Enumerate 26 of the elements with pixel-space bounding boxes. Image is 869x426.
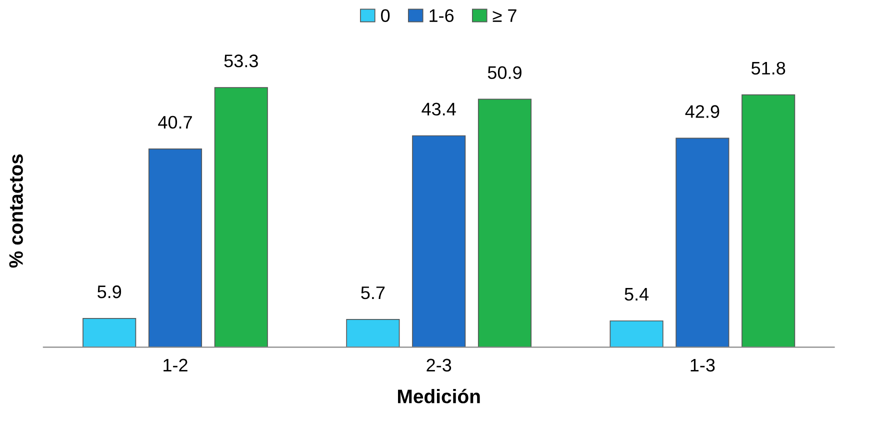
data-label: 53.3 [224, 54, 258, 68]
bar [478, 98, 532, 348]
data-label: 50.9 [488, 66, 522, 79]
legend-label: 0 [381, 9, 390, 22]
data-label: 5.4 [624, 288, 649, 301]
data-label: 5.9 [98, 285, 122, 298]
bar [676, 138, 730, 348]
bar [214, 87, 268, 348]
x-tick-label: 1-2 [164, 358, 188, 372]
bar [82, 318, 136, 348]
bar [346, 319, 400, 348]
bar [148, 148, 202, 348]
bar [412, 135, 466, 348]
x-tick-label: 2-3 [426, 358, 452, 372]
bar [742, 94, 796, 348]
x-tick-label: 1-3 [690, 358, 715, 372]
data-label: 5.7 [361, 286, 385, 300]
bar [610, 320, 664, 348]
data-label: 40.7 [158, 116, 192, 129]
y-axis-title: % contactos [9, 154, 23, 268]
legend-label: 1-6 [430, 9, 454, 22]
data-label: 42.9 [685, 105, 720, 118]
legend-label: ≥ 7 [492, 9, 516, 22]
data-label: 51.8 [751, 62, 786, 75]
data-label: 43.4 [422, 102, 456, 116]
x-axis-title: Medición [398, 388, 480, 404]
